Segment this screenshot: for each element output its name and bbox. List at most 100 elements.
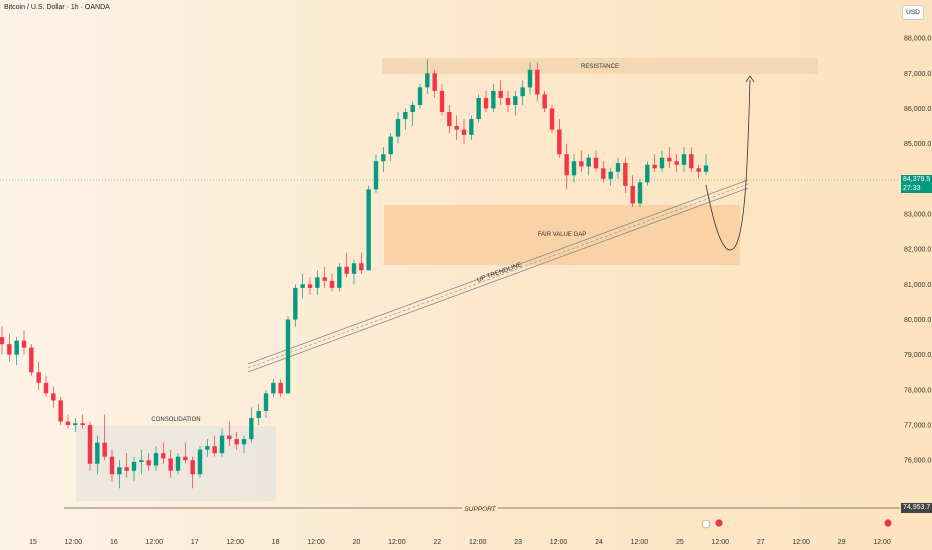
candle-body (586, 157, 591, 167)
candle-body (652, 164, 657, 169)
candle (124, 453, 129, 478)
candle-body (432, 73, 437, 91)
candle-body (249, 418, 254, 440)
candle (505, 90, 511, 112)
candle-body (630, 185, 635, 204)
candle (527, 62, 533, 95)
y-tick-label: 88,000.0 (904, 36, 931, 43)
candle (432, 69, 437, 98)
candle (403, 108, 408, 130)
candle (469, 115, 474, 141)
candle-body (175, 456, 181, 471)
candle (190, 456, 195, 489)
candle-body (190, 460, 195, 475)
candle-body (410, 104, 415, 112)
candle (366, 185, 371, 271)
y-tick-label: 77,000.0 (904, 423, 931, 430)
candle-body (183, 456, 188, 461)
us-flag-icon-2 (883, 518, 893, 528)
candle (0, 326, 5, 355)
candle (623, 157, 628, 193)
candle (564, 143, 569, 190)
candle (659, 150, 665, 172)
candle (359, 252, 364, 274)
candle (293, 284, 298, 327)
candle-body (381, 154, 386, 162)
candle (425, 59, 430, 95)
candle (557, 119, 562, 158)
candle-body (469, 119, 474, 135)
x-tick-label: 20 (353, 539, 361, 546)
candle (168, 449, 173, 478)
candle-body (703, 165, 709, 172)
candle (520, 80, 525, 105)
candle-body (388, 136, 393, 155)
candle-body (131, 461, 137, 471)
candle (329, 273, 335, 292)
x-tick-label: 12:00 (550, 539, 568, 546)
candle-body (681, 154, 687, 165)
candle (205, 439, 210, 457)
y-tick-label: 81,000.0 (904, 282, 931, 289)
candle (476, 94, 481, 123)
candle (542, 90, 547, 112)
candle (278, 379, 283, 397)
candle-body (329, 280, 335, 288)
candle-body (373, 161, 379, 190)
x-tick-label: 25 (676, 539, 684, 546)
candle (315, 270, 320, 295)
candle-body (212, 446, 217, 454)
x-tick-label: 18 (272, 539, 280, 546)
candle-body (29, 347, 34, 373)
x-tick-label: 12:00 (469, 539, 487, 546)
x-tick-label: 12:00 (65, 539, 83, 546)
candle (139, 449, 144, 475)
y-tick-label: 76,000.0 (904, 458, 931, 465)
candle (102, 414, 107, 461)
candle (197, 446, 203, 478)
candle-body (447, 112, 452, 127)
candle (14, 337, 19, 366)
x-tick-label: 12:00 (388, 539, 406, 546)
candle (43, 375, 49, 397)
candle-body (366, 189, 371, 271)
us-flag-icon (714, 518, 724, 528)
x-tick-label: 16 (110, 539, 118, 546)
candle-body (80, 423, 85, 426)
candle-body (476, 97, 481, 120)
candle (395, 112, 401, 144)
currency-button[interactable]: USD (902, 5, 924, 20)
y-tick-label: 86,000.0 (904, 106, 931, 113)
candle-body (689, 154, 694, 169)
y-tick-label: 80,000.0 (904, 317, 931, 324)
candle-body (403, 112, 408, 120)
candle-body (36, 372, 41, 383)
candle (498, 80, 503, 105)
y-tick-label: 85,000.0 (904, 141, 931, 148)
candle-body (344, 266, 349, 274)
candle (300, 273, 305, 299)
candle (131, 456, 137, 482)
up-trendline (247, 179, 749, 373)
candle-body (7, 344, 12, 355)
candle (337, 263, 342, 292)
candle (483, 90, 489, 112)
candle-body (359, 263, 364, 271)
candle (307, 277, 313, 295)
candle (681, 147, 687, 172)
candle-body (322, 277, 327, 281)
candle-body (263, 393, 269, 411)
candle-body (425, 73, 430, 88)
candle-body (395, 119, 401, 137)
x-tick-label: 15 (29, 539, 37, 546)
support-label: SUPPORT (464, 506, 496, 513)
forecast-arrowhead (745, 75, 755, 83)
candle-body (109, 456, 115, 475)
candle (689, 147, 694, 172)
support-price-tag: 74,953.7 (901, 503, 932, 513)
candle (36, 361, 41, 390)
candle (513, 90, 518, 116)
candle (212, 435, 217, 457)
